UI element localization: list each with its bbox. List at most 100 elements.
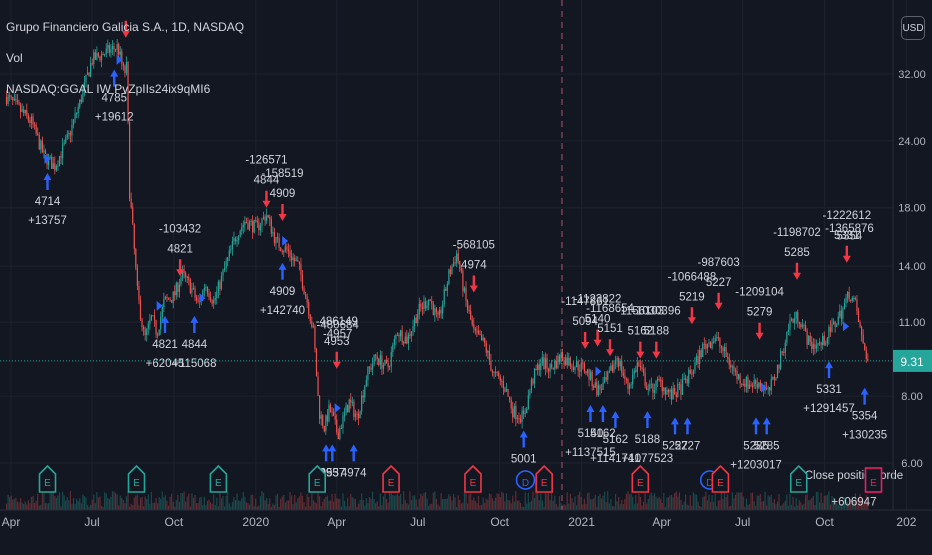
candle-body: [717, 337, 719, 339]
candle-body: [714, 338, 716, 342]
sell-signal-profit: -1030396: [632, 306, 681, 318]
candle-body: [586, 369, 589, 374]
volume-bar: [27, 500, 29, 510]
candle-body: [225, 260, 227, 268]
volume-bar: [108, 499, 110, 510]
volume-bar: [38, 505, 40, 510]
volume-bar: [29, 503, 31, 510]
candle-body: [403, 342, 405, 344]
candle-body: [565, 357, 567, 365]
volume-bar: [122, 500, 124, 510]
volume-bar: [181, 493, 184, 510]
candle-body: [776, 364, 779, 379]
volume-bar: [666, 497, 668, 510]
earnings-icon: [711, 464, 730, 493]
candle-body: [172, 291, 174, 303]
candle-body: [452, 262, 455, 267]
candle-body: [692, 370, 695, 374]
volume-bar: [298, 496, 300, 510]
candle-body: [357, 413, 360, 419]
volume-bar: [74, 504, 76, 510]
strategy-script-label[interactable]: NASDAQ:GGAL IW PvZpIIs24ix9qMI6: [6, 82, 211, 96]
volume-bar: [283, 494, 285, 510]
volume-bar: [127, 492, 129, 510]
volume-bar: [368, 497, 371, 510]
candle-body: [69, 132, 72, 136]
candle-body: [546, 358, 548, 369]
volume-bar: [435, 498, 438, 510]
candle-body: [185, 273, 187, 278]
volume-bar: [811, 497, 813, 510]
candle-body: [314, 326, 316, 350]
volume-bar: [705, 491, 707, 510]
volume-bar: [759, 494, 761, 510]
candle-body: [107, 45, 109, 49]
volume-bar: [351, 497, 353, 510]
volume-bar: [121, 497, 123, 510]
volume-bar: [128, 506, 131, 510]
candle-body: [328, 404, 330, 422]
candle-body: [164, 296, 167, 300]
volume-bar: [69, 491, 72, 510]
candle-body: [13, 98, 15, 101]
candle-body: [121, 51, 123, 64]
volume-bar: [504, 501, 506, 510]
candle-body: [124, 65, 126, 74]
candle-body: [479, 334, 481, 336]
candle-body: [356, 413, 358, 415]
x-tick-label: Oct: [815, 515, 834, 529]
volume-bar: [485, 498, 487, 510]
volume-bar: [501, 491, 503, 510]
currency-button[interactable]: USD: [901, 16, 925, 40]
symbol-title[interactable]: Grupo Financiero Galicia S.A., 1D, NASDA…: [6, 20, 245, 34]
volume-bar: [591, 499, 593, 510]
candle-body: [708, 342, 710, 344]
volume-bar: [104, 492, 106, 510]
volume-bar: [189, 506, 191, 510]
volume-bar: [857, 498, 860, 510]
candle-body: [404, 336, 406, 344]
volume-bar: [389, 492, 391, 510]
volume-bar: [32, 495, 34, 510]
volume-bar: [457, 495, 459, 510]
candle-body: [306, 296, 308, 303]
volume-bar: [477, 495, 480, 510]
volume-bar: [736, 492, 738, 510]
volume-bar: [713, 501, 715, 510]
volume-indicator-label[interactable]: Vol: [6, 51, 23, 65]
earnings-icon: [631, 464, 650, 493]
buy-signal-id: 4909: [270, 286, 296, 298]
buy-signal-id: 4974: [341, 467, 367, 479]
volume-bar: [828, 491, 830, 510]
candle-body: [809, 335, 811, 342]
volume-bar: [398, 495, 400, 510]
candle-body: [32, 116, 34, 125]
volume-bar: [848, 505, 850, 510]
volume-bar: [40, 504, 42, 510]
volume-bar: [470, 493, 472, 510]
x-tick-label: Jul: [410, 515, 425, 529]
volume-bar: [596, 506, 598, 510]
volume-bar: [359, 499, 361, 510]
event-type-label: E: [133, 478, 140, 489]
sell-arrow-icon: [606, 339, 615, 357]
candle-body: [661, 380, 663, 392]
candle-body: [116, 44, 118, 50]
sell-signal-profit: -1066488: [668, 271, 717, 283]
volume-bar: [448, 494, 450, 510]
buy-arrow-icon: [322, 444, 331, 462]
volume-bar: [234, 500, 237, 510]
candle-body: [308, 302, 310, 315]
candle-body: [375, 354, 377, 357]
volume-bar: [822, 502, 824, 510]
candle-body: [108, 45, 110, 53]
candle-body: [607, 372, 609, 380]
volume-bar: [484, 502, 486, 510]
last-price-badge: [893, 349, 932, 372]
candle-body: [15, 98, 17, 101]
volume-bar: [590, 499, 592, 510]
volume-bar: [406, 503, 408, 510]
candle-body: [99, 56, 101, 61]
